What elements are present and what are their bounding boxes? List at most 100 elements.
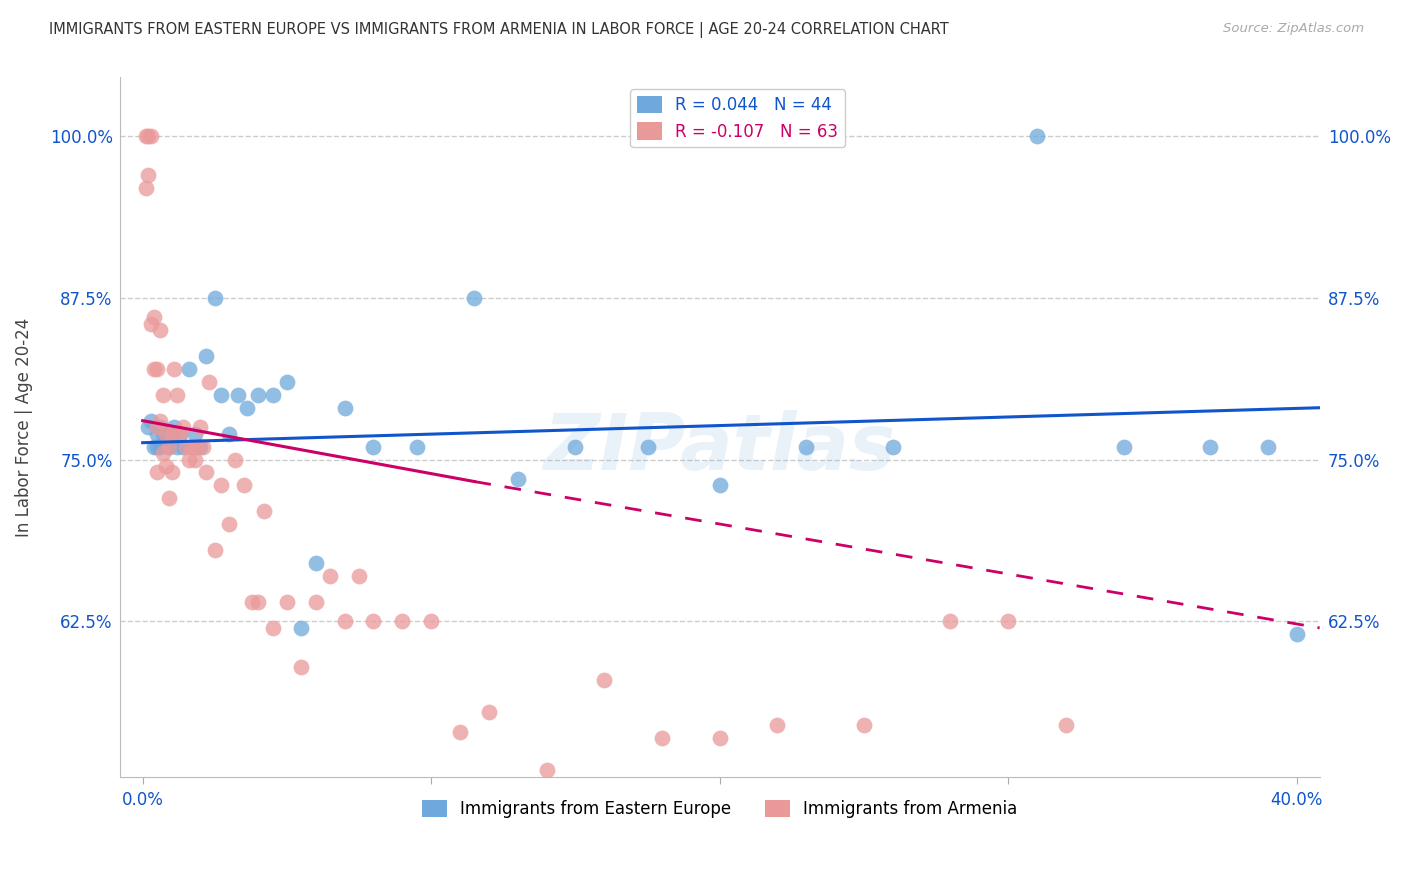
Point [247, 388, 270, 402]
Point [195, 349, 218, 363]
Point [319, 569, 342, 583]
Point [149, 420, 172, 434]
Point [193, 440, 215, 454]
Point [1257, 440, 1279, 454]
Point [253, 504, 276, 518]
Text: ZIPatlas: ZIPatlas [544, 410, 896, 486]
Point [235, 401, 257, 415]
Point [152, 388, 174, 402]
Point [190, 440, 212, 454]
Point [463, 291, 485, 305]
Point [146, 466, 169, 480]
Point [247, 595, 270, 609]
Point [593, 673, 616, 687]
Point [138, 420, 160, 434]
Point [405, 440, 427, 454]
Point [226, 388, 249, 402]
Point [240, 595, 263, 609]
Point [1026, 128, 1049, 143]
Point [177, 362, 200, 376]
Point [506, 472, 529, 486]
Point [262, 621, 284, 635]
Point [138, 128, 160, 143]
Point [1285, 627, 1308, 641]
Point [852, 718, 875, 732]
Point [186, 440, 208, 454]
Point [305, 595, 328, 609]
Point [177, 452, 200, 467]
Point [198, 375, 221, 389]
Point [143, 362, 166, 376]
Point [882, 440, 904, 454]
Legend: Immigrants from Eastern Europe, Immigrants from Armenia: Immigrants from Eastern Europe, Immigran… [415, 793, 1024, 824]
Point [146, 440, 169, 454]
Point [169, 426, 191, 441]
Point [135, 128, 157, 143]
Point [141, 414, 163, 428]
Point [794, 440, 817, 454]
Point [149, 323, 172, 337]
Point [333, 615, 356, 629]
Point [420, 615, 443, 629]
Point [564, 440, 586, 454]
Point [190, 420, 212, 434]
Point [149, 440, 172, 454]
Y-axis label: In Labor Force | Age 20-24: In Labor Force | Age 20-24 [15, 318, 32, 537]
Point [209, 478, 232, 492]
Point [146, 420, 169, 434]
Point [146, 362, 169, 376]
Point [766, 718, 789, 732]
Point [163, 420, 186, 434]
Point [939, 615, 962, 629]
Point [157, 440, 180, 454]
Point [276, 595, 298, 609]
Point [157, 440, 180, 454]
Point [166, 388, 188, 402]
Point [157, 491, 180, 506]
Point [155, 458, 177, 473]
Point [218, 426, 240, 441]
Point [183, 452, 205, 467]
Point [391, 615, 413, 629]
Point [174, 440, 197, 454]
Point [138, 168, 160, 182]
Point [141, 128, 163, 143]
Text: Source: ZipAtlas.com: Source: ZipAtlas.com [1223, 22, 1364, 36]
Point [180, 440, 202, 454]
Point [152, 426, 174, 441]
Point [224, 452, 246, 467]
Point [143, 310, 166, 324]
Point [141, 317, 163, 331]
Point [172, 420, 194, 434]
Point [195, 466, 218, 480]
Point [651, 731, 673, 745]
Point [218, 517, 240, 532]
Point [1054, 718, 1077, 732]
Point [637, 440, 659, 454]
Point [290, 621, 312, 635]
Point [1112, 440, 1135, 454]
Point [262, 388, 284, 402]
Point [146, 426, 169, 441]
Point [363, 440, 385, 454]
Point [155, 426, 177, 441]
Point [478, 705, 501, 719]
Point [536, 764, 558, 778]
Point [135, 180, 157, 194]
Point [183, 426, 205, 441]
Point [152, 446, 174, 460]
Point [204, 543, 226, 558]
Point [172, 440, 194, 454]
Point [166, 440, 188, 454]
Point [160, 426, 183, 441]
Point [347, 569, 370, 583]
Point [709, 731, 731, 745]
Point [160, 466, 183, 480]
Point [305, 556, 328, 570]
Point [997, 615, 1019, 629]
Point [149, 414, 172, 428]
Point [276, 375, 298, 389]
Point [160, 426, 183, 441]
Point [232, 478, 254, 492]
Point [209, 388, 232, 402]
